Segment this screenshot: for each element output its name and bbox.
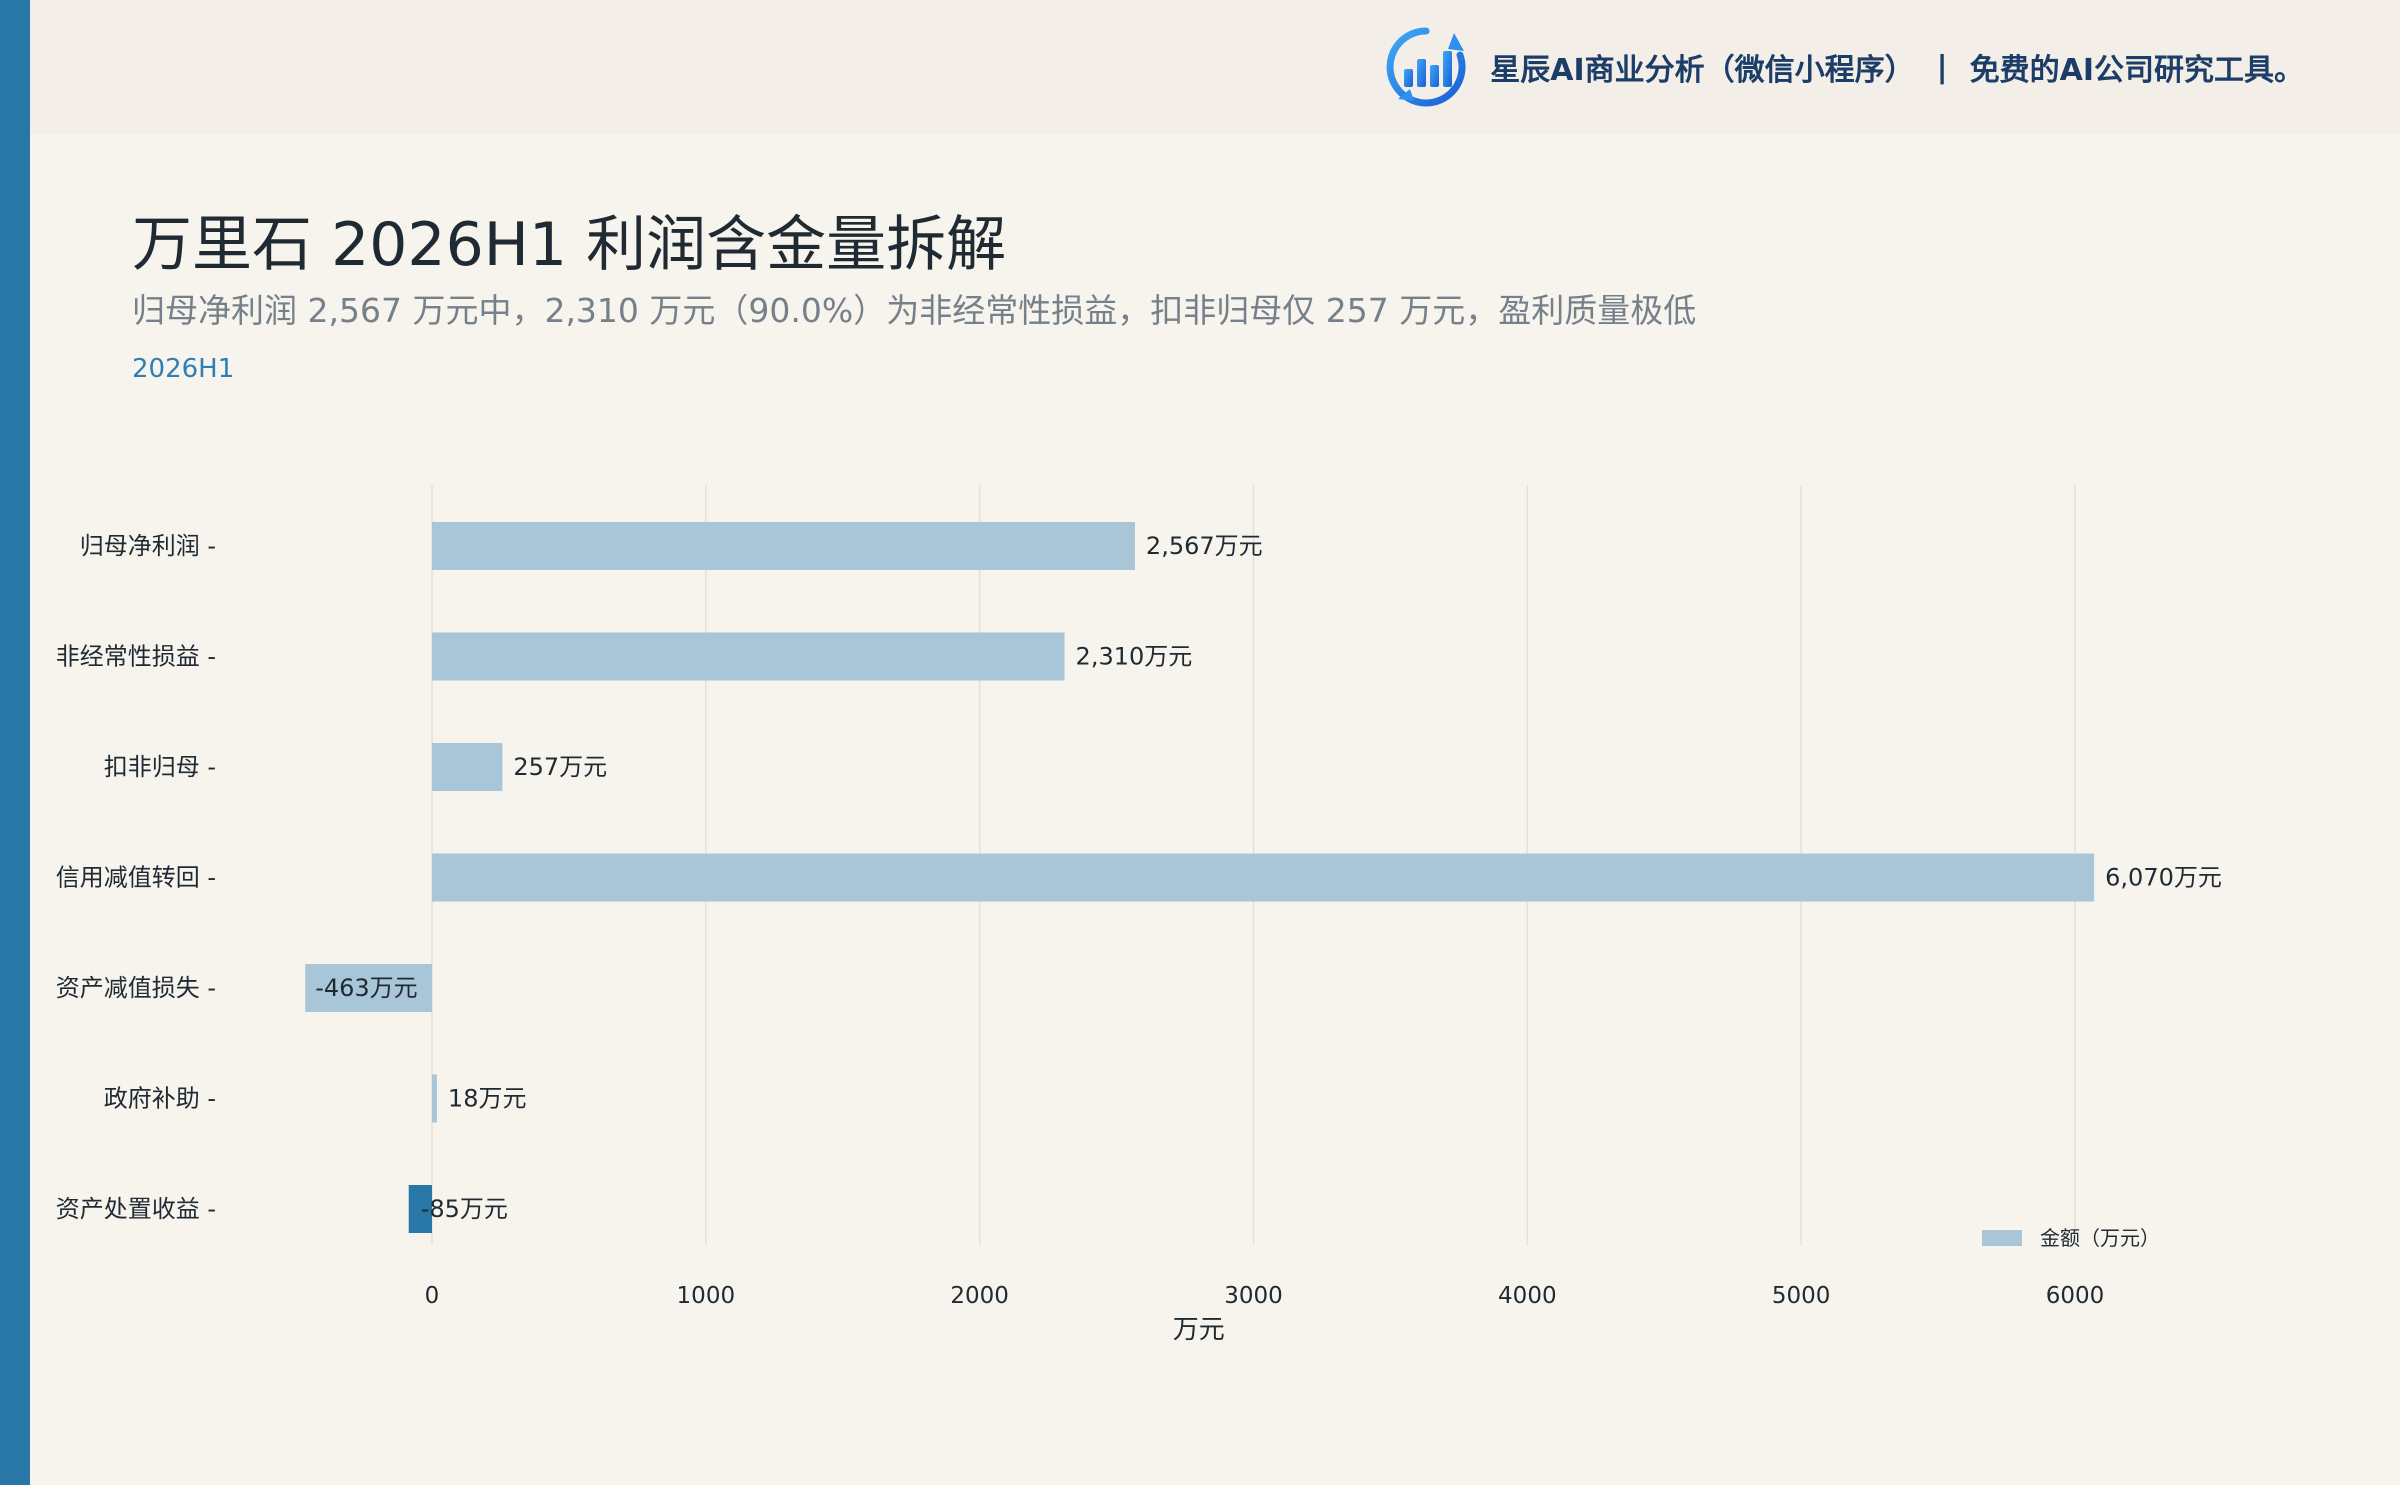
- bar: [432, 522, 1135, 570]
- x-tick-label: 3000: [1224, 1283, 1283, 1309]
- category-label: 信用减值转回 -: [56, 864, 216, 892]
- legend-swatch: [1982, 1230, 2022, 1246]
- brand-name: 星辰AI商业分析（微信小程序）: [1490, 53, 1915, 88]
- value-label: -85万元: [421, 1195, 508, 1223]
- page-subtitle: 归母净利润 2,567 万元中，2,310 万元（90.0%）为非经常性损益，扣…: [132, 291, 1697, 330]
- category-label: 归母净利润 -: [80, 532, 216, 560]
- value-label: 6,070万元: [2105, 864, 2222, 892]
- x-tick-label: 4000: [1498, 1283, 1557, 1309]
- brand-bar: 星辰AI商业分析（微信小程序） | 免费的AI公司研究工具。: [30, 0, 2400, 134]
- left-accent-stripe: [0, 0, 30, 1485]
- x-tick-label: 2000: [950, 1283, 1009, 1309]
- x-tick-label: 0: [425, 1283, 440, 1309]
- x-tick-label: 6000: [2046, 1283, 2105, 1309]
- category-label: 政府补助 -: [104, 1085, 216, 1113]
- bar-chart-logo-icon: [1386, 27, 1466, 107]
- x-tick-label: 1000: [677, 1283, 736, 1309]
- x-axis-title: 万元: [1173, 1315, 1225, 1345]
- bar: [432, 1074, 437, 1123]
- category-label: 扣非归母 -: [104, 753, 216, 781]
- value-label: 18万元: [448, 1085, 527, 1113]
- bar: [305, 964, 432, 1012]
- value-label: 2,310万元: [1076, 643, 1193, 671]
- bar-chart: 0 1000 2000 3000 4000 5000 6000 万元 归母净利润 - 2,567万…: [56, 485, 2222, 1345]
- x-tick-label: 5000: [1772, 1283, 1831, 1309]
- brand: 星辰AI商业分析（微信小程序） | 免费的AI公司研究工具。: [1384, 22, 2304, 112]
- bar: [408, 1185, 432, 1233]
- bar: [432, 632, 1065, 681]
- value-label: 257万元: [513, 753, 607, 781]
- page-title: 万里石 2026H1 利润含金量拆解: [132, 210, 1007, 280]
- period-label: 2026H1: [132, 354, 235, 384]
- brand-tagline: 免费的AI公司研究工具。: [1969, 53, 2304, 88]
- brand-separator: |: [1936, 49, 1948, 85]
- category-label: 资产处置收益 -: [56, 1195, 216, 1223]
- value-label: 2,567万元: [1146, 532, 1263, 560]
- value-label: -463万元: [315, 974, 417, 1002]
- category-label: 非经常性损益 -: [56, 643, 216, 671]
- bar: [432, 853, 2095, 902]
- bar: [432, 743, 503, 791]
- legend-label: 金额（万元）: [2040, 1226, 2160, 1250]
- category-label: 资产减值损失 -: [56, 974, 216, 1002]
